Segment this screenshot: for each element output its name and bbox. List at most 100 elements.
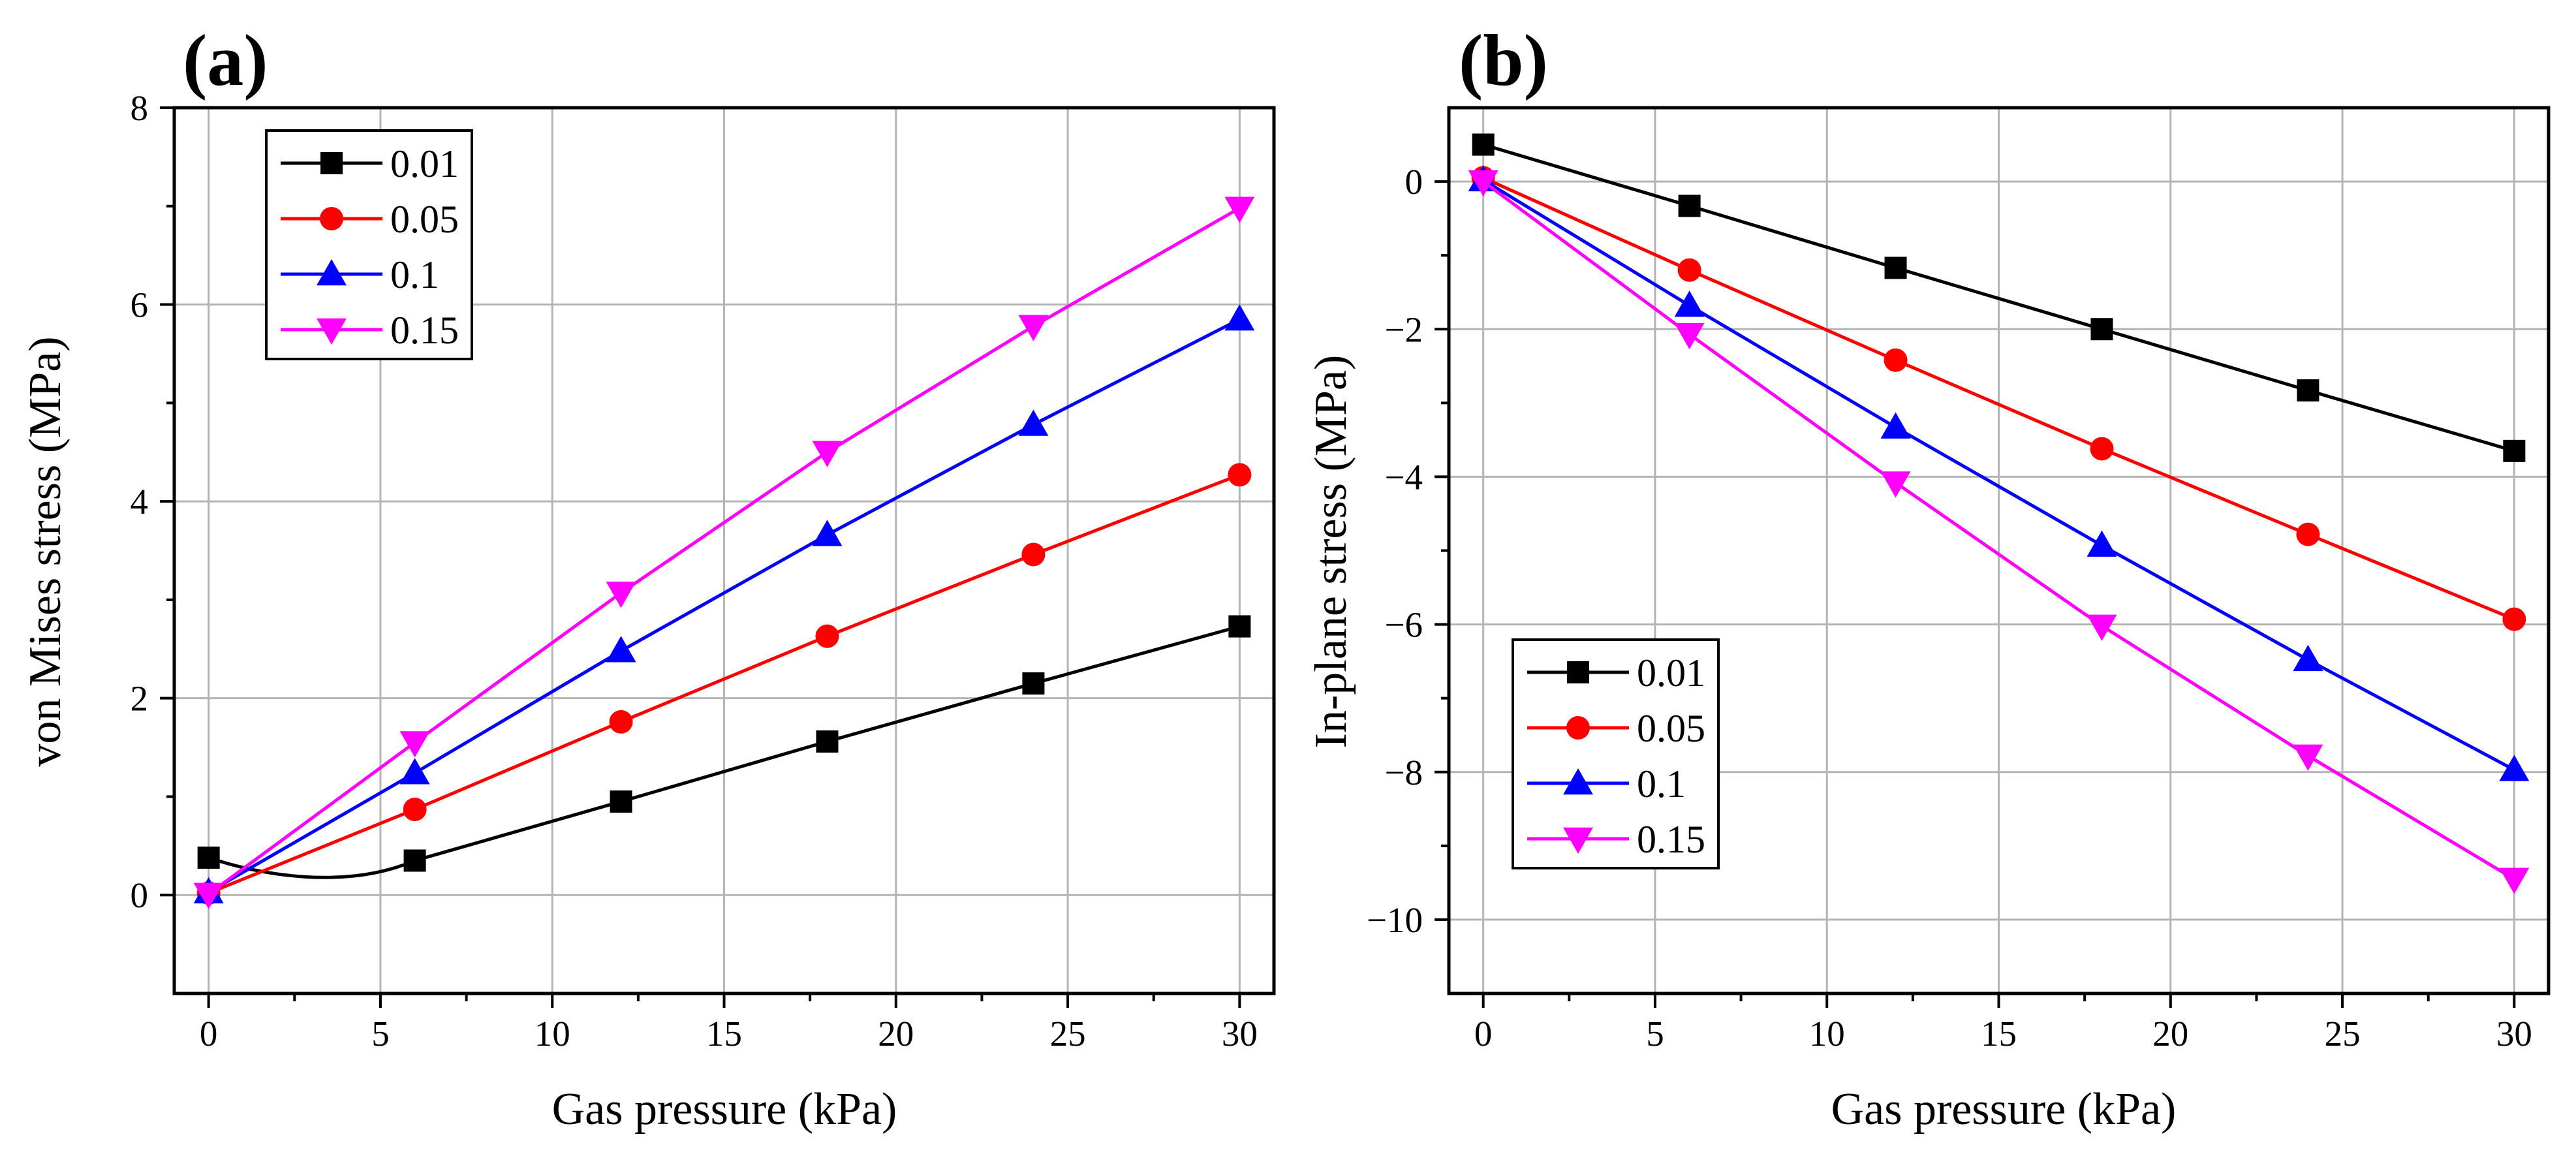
- data-point: [812, 520, 843, 546]
- y-tick-label: 2: [131, 679, 149, 719]
- data-point: [1018, 315, 1049, 341]
- data-point: [1674, 290, 1705, 317]
- series-line: [1482, 178, 2515, 772]
- series-0.05: [196, 463, 1252, 905]
- x-tick-label: 30: [1222, 1014, 1258, 1054]
- legend-label: 0.01: [390, 142, 459, 185]
- data-point: [193, 883, 224, 909]
- data-point: [1022, 672, 1045, 695]
- data-point: [2087, 530, 2117, 557]
- legend-marker: [317, 318, 347, 345]
- y-axis-title: von Mises stress (MPa): [20, 336, 70, 766]
- data-point: [609, 710, 633, 734]
- x-tick-label: 10: [1809, 1014, 1845, 1054]
- data-point: [399, 731, 430, 758]
- data-point: [1884, 257, 1907, 279]
- data-point: [2502, 607, 2526, 631]
- x-axis-title: Gas pressure (kPa): [552, 1084, 897, 1134]
- legend-box: [265, 129, 473, 360]
- data-point: [2296, 522, 2320, 546]
- data-point: [403, 849, 426, 872]
- series-line: [208, 317, 1241, 894]
- x-tick-label: 25: [2325, 1014, 2361, 1054]
- x-tick-label: 10: [535, 1014, 570, 1054]
- series-0.01: [1472, 133, 2526, 462]
- legend-marker: [1563, 827, 1593, 854]
- data-point: [2090, 437, 2114, 461]
- data-point: [1880, 471, 1911, 498]
- data-point: [1468, 170, 1498, 197]
- data-point: [1884, 348, 1908, 372]
- legend-entry: 0.01: [1527, 651, 1705, 695]
- legend-label: 0.05: [390, 198, 459, 241]
- x-tick-label: 0: [1474, 1014, 1493, 1054]
- legend-label: 0.1: [390, 253, 439, 296]
- legend-entry: 0.05: [1527, 707, 1705, 750]
- legend-box: [1512, 638, 1720, 869]
- data-point: [1228, 463, 1252, 487]
- legend: 0.01 0.05 0.1 0.15: [1512, 638, 1720, 869]
- legend-marker: [317, 259, 347, 286]
- data-point: [606, 582, 636, 608]
- series-line: [1482, 143, 2515, 453]
- data-point: [606, 636, 636, 663]
- data-point: [1018, 409, 1049, 436]
- data-point: [815, 624, 839, 648]
- series-0.15: [1468, 170, 2530, 894]
- x-tick-label: 15: [706, 1014, 742, 1054]
- data-point: [610, 790, 632, 813]
- legend: 0.01 0.05 0.1 0.15: [265, 129, 473, 360]
- legend-entry: 0.01: [281, 142, 459, 185]
- y-tick-label: −6: [1384, 605, 1423, 645]
- series-line: [1482, 180, 2515, 881]
- legend-entry: 0.15: [281, 309, 459, 352]
- series-0.1: [1468, 164, 2530, 781]
- legend-entry: 0.1: [281, 253, 439, 296]
- data-point: [816, 730, 839, 753]
- data-point: [1228, 615, 1251, 638]
- y-tick-label: 8: [131, 88, 149, 128]
- x-axis-title: Gas pressure (kPa): [1831, 1084, 2177, 1134]
- legend-entry: 0.1: [1527, 762, 1686, 805]
- plot-frame: [1447, 106, 2551, 995]
- legend-marker: [1567, 661, 1589, 683]
- data-point: [2503, 439, 2526, 462]
- y-tick-label: −4: [1384, 457, 1423, 497]
- legend-label: 0.15: [1637, 818, 1705, 861]
- data-point: [812, 441, 843, 467]
- y-tick-label: 0: [1405, 162, 1423, 202]
- legend-entry: 0.05: [281, 198, 459, 241]
- y-tick-label: 6: [131, 285, 149, 325]
- data-point: [2293, 744, 2323, 771]
- axis-ticks: [1435, 180, 2516, 1008]
- data-point: [2087, 614, 2117, 641]
- data-point: [2293, 644, 2323, 672]
- series-0.15: [193, 196, 1255, 909]
- data-point: [1224, 196, 1255, 223]
- y-axis-title: In-plane stress (MPa): [1306, 355, 1356, 749]
- data-point: [1880, 412, 1911, 439]
- x-tick-label: 30: [2496, 1014, 2532, 1054]
- data-point: [403, 798, 427, 822]
- panel-a: 0 5 10 15 20 25 30 0 2 4 6 8 0.01 0.05 0.1 0.15 Gas pres…: [20, 20, 1276, 1134]
- plot-frame: [172, 106, 1276, 995]
- data-point: [2297, 379, 2320, 402]
- y-tick-label: 0: [131, 875, 149, 915]
- data-point: [1472, 133, 1495, 156]
- panel-label: (b): [1459, 20, 1548, 101]
- axis-ticks: [160, 106, 1241, 1008]
- data-point: [1021, 542, 1046, 567]
- x-tick-label: 5: [371, 1014, 390, 1054]
- legend-label: 0.05: [1637, 707, 1705, 750]
- series-0.1: [193, 304, 1255, 903]
- x-tick-label: 15: [1981, 1014, 2017, 1054]
- series-line: [208, 473, 1241, 895]
- legend-marker: [1566, 716, 1590, 740]
- y-tick-label: 4: [131, 482, 149, 522]
- legend-entry: 0.15: [1527, 818, 1705, 861]
- x-tick-label: 20: [2152, 1014, 2188, 1054]
- series-line: [1482, 176, 2515, 621]
- data-point: [2090, 318, 2113, 341]
- series-line: [208, 206, 1241, 896]
